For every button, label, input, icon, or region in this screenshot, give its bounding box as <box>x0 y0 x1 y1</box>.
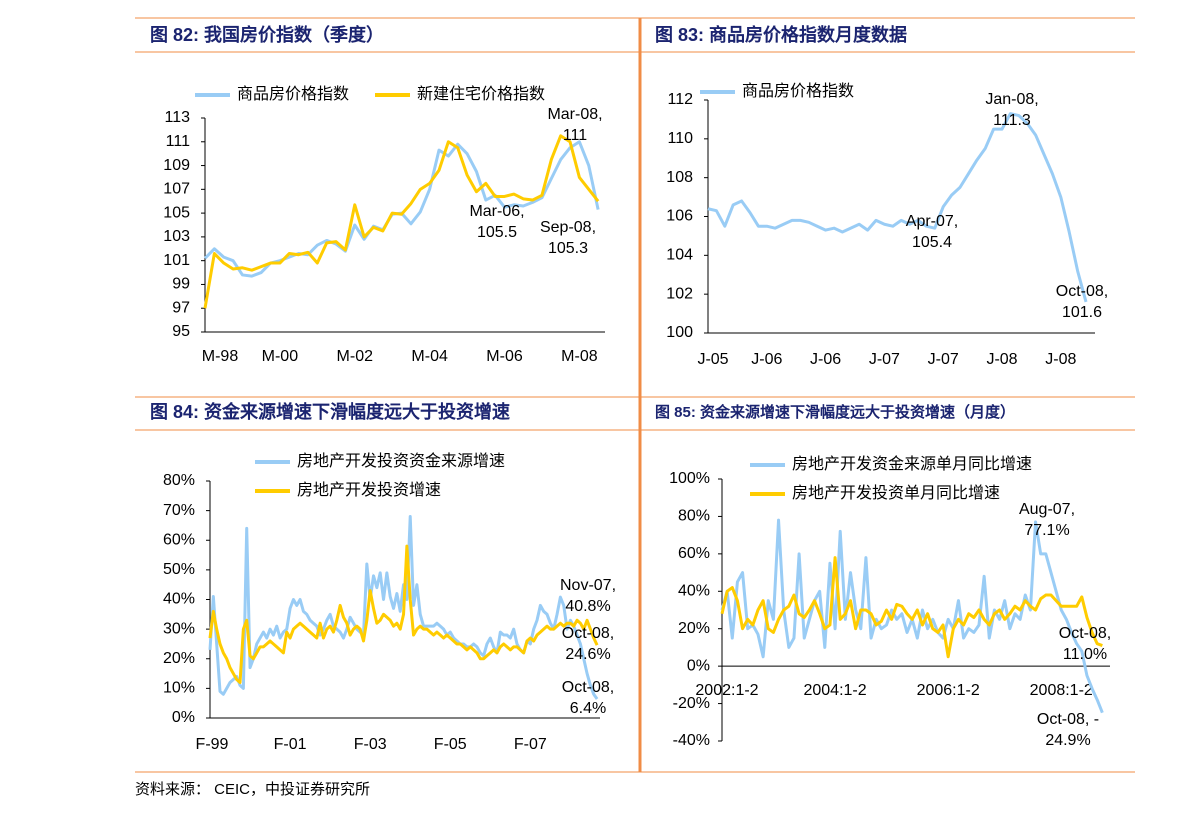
chart-title: 图 84: 资金来源增速下滑幅度远大于投资增速 <box>150 401 510 422</box>
y-tick-label: 109 <box>163 157 190 174</box>
y-tick-label: 101 <box>163 252 190 269</box>
x-tick-label: F-01 <box>274 736 307 753</box>
x-tick-label: M-04 <box>411 348 448 365</box>
annotation: 6.4% <box>570 700 606 717</box>
y-tick-label: -40% <box>673 732 710 749</box>
y-tick-label: 40% <box>678 583 710 600</box>
y-tick-label: 10% <box>163 680 195 697</box>
annotation: 77.1% <box>1024 522 1069 539</box>
annotation: 105.5 <box>477 224 517 241</box>
x-tick-label: J-06 <box>751 351 782 368</box>
x-tick-label: F-05 <box>434 736 467 753</box>
y-tick-label: 40% <box>163 591 195 608</box>
legend-label: 新建住宅价格指数 <box>417 85 545 103</box>
x-tick-label: 2002:1-2 <box>695 682 758 699</box>
annotation: Sep-08, <box>540 219 596 236</box>
y-tick-label: 70% <box>163 502 195 519</box>
series-line <box>720 556 1103 659</box>
x-tick-label: J-05 <box>697 351 728 368</box>
x-tick-label: J-06 <box>810 351 841 368</box>
y-tick-label: 105 <box>163 204 190 221</box>
x-tick-label: F-99 <box>196 736 229 753</box>
annotation: Oct-08, <box>562 625 614 642</box>
y-tick-label: 80% <box>678 508 710 525</box>
x-tick-label: J-08 <box>986 351 1017 368</box>
y-tick-label: 104 <box>666 247 693 264</box>
legend-label: 房地产开发投资资金来源增速 <box>297 452 505 470</box>
y-tick-label: 60% <box>163 531 195 548</box>
legend-label: 房地产开发投资单月同比增速 <box>792 484 1000 502</box>
x-tick-label: M-06 <box>486 348 523 365</box>
y-tick-label: 108 <box>666 169 693 186</box>
annotation: Mar-08, <box>547 106 602 123</box>
series-line <box>203 140 600 278</box>
series-line <box>707 112 1088 303</box>
y-tick-label: 106 <box>666 208 693 225</box>
y-tick-label: 80% <box>163 472 195 489</box>
x-tick-label: 2006:1-2 <box>917 682 980 699</box>
legend-label: 房地产开发投资增速 <box>297 481 441 499</box>
y-tick-label: 100% <box>669 470 710 487</box>
x-tick-label: J-07 <box>869 351 900 368</box>
y-tick-label: 30% <box>163 620 195 637</box>
legend-label: 房地产开发资金来源单月同比增速 <box>792 455 1032 473</box>
annotation: Oct-08, <box>1059 625 1111 642</box>
annotation: 40.8% <box>565 598 610 615</box>
y-tick-label: 0% <box>172 709 195 726</box>
legend-label: 商品房价格指数 <box>742 82 854 100</box>
y-tick-label: 50% <box>163 561 195 578</box>
x-tick-label: J-08 <box>1045 351 1076 368</box>
chart-title: 图 82: 我国房价指数（季度） <box>150 24 384 45</box>
x-tick-label: 2008:1-2 <box>1030 682 1093 699</box>
y-tick-label: 111 <box>166 133 190 150</box>
annotation: 105.4 <box>912 234 952 251</box>
y-tick-label: 107 <box>163 181 190 198</box>
annotation: Oct-08, <box>1056 283 1108 300</box>
y-tick-label: 20% <box>163 650 195 667</box>
x-tick-label: M-08 <box>561 348 598 365</box>
x-tick-label: J-07 <box>928 351 959 368</box>
annotation: 111 <box>563 127 587 144</box>
chart-title: 图 83: 商品房价格指数月度数据 <box>655 24 907 45</box>
y-tick-label: 60% <box>678 545 710 562</box>
series-line <box>208 544 599 684</box>
annotation: Apr-07, <box>906 213 958 230</box>
annotation: Mar-06, <box>469 203 524 220</box>
y-tick-label: 95 <box>172 323 190 340</box>
y-tick-label: 99 <box>172 276 190 293</box>
annotation: Jan-08, <box>985 91 1038 108</box>
y-tick-label: -20% <box>673 695 710 712</box>
annotation: Oct-08, - <box>1037 711 1099 728</box>
y-tick-label: 97 <box>172 299 190 316</box>
chart-title: 图 85: 资金来源增速下滑幅度远大于投资增速（月度） <box>655 403 1015 421</box>
source-note: 资料来源： CEIC，中投证券研究所 <box>135 781 370 798</box>
annotation: Aug-07, <box>1019 501 1075 518</box>
y-tick-label: 103 <box>163 228 190 245</box>
legend-label: 商品房价格指数 <box>237 85 349 103</box>
y-tick-label: 20% <box>678 620 710 637</box>
annotation: 24.9% <box>1045 732 1090 749</box>
annotation: 105.3 <box>548 240 588 257</box>
annotation: Nov-07, <box>560 577 616 594</box>
annotation: 111.3 <box>993 112 1031 129</box>
x-tick-label: 2004:1-2 <box>803 682 866 699</box>
x-tick-label: M-00 <box>262 348 299 365</box>
x-tick-label: M-98 <box>202 348 239 365</box>
annotation: 11.0% <box>1063 646 1107 663</box>
y-tick-label: 110 <box>667 130 693 147</box>
x-tick-label: F-03 <box>354 736 387 753</box>
y-tick-label: 100 <box>666 324 693 341</box>
y-tick-label: 113 <box>164 109 190 126</box>
x-tick-label: M-02 <box>337 348 374 365</box>
x-tick-label: F-07 <box>514 736 547 753</box>
series-line <box>203 134 600 309</box>
y-tick-label: 102 <box>666 285 693 302</box>
annotation: 24.6% <box>565 646 610 663</box>
annotation: Oct-08, <box>562 679 614 696</box>
y-tick-label: 0% <box>687 657 710 674</box>
y-tick-label: 112 <box>667 91 693 108</box>
annotation: 101.6 <box>1062 304 1102 321</box>
